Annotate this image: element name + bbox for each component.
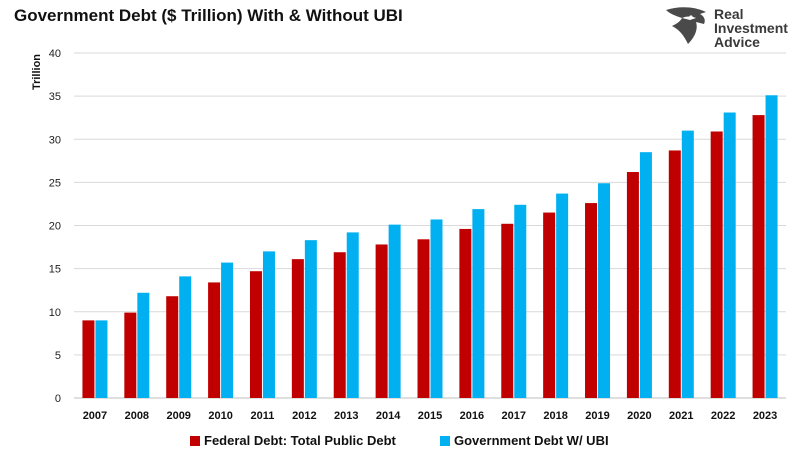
- bar-ubi-debt-2008: [137, 292, 150, 398]
- bar-ubi-debt-2007: [95, 320, 108, 398]
- bar-federal-debt-2014: [375, 244, 388, 398]
- logo-text: Real Investment Advice: [714, 7, 788, 49]
- bar-federal-debt-2016: [459, 228, 472, 398]
- bar-federal-debt-2019: [585, 203, 598, 398]
- bar-federal-debt-2021: [668, 150, 681, 398]
- legend-label: Federal Debt: Total Public Debt: [204, 433, 397, 448]
- bar-ubi-debt-2017: [514, 204, 527, 398]
- bar-federal-debt-2013: [333, 252, 346, 398]
- x-axis-ticks: 2007 2008 2009 2010 2011 2012 2013 2014 2015 2016…: [83, 410, 778, 422]
- x-tick-label: 2011: [251, 410, 275, 422]
- bar-federal-debt-2010: [208, 282, 221, 398]
- y-axis-ticks: 0 5 10 15 20 25 30 35 40: [49, 48, 61, 405]
- logo-line-1: Real: [714, 6, 744, 22]
- x-tick-label: 2020: [627, 410, 651, 422]
- bar-ubi-debt-2013: [346, 232, 359, 398]
- bar-ubi-debt-2015: [430, 219, 443, 398]
- x-tick-label: 2013: [334, 410, 358, 422]
- bar-federal-debt-2020: [626, 172, 639, 398]
- legend: Federal Debt: Total Public Debt Governmen…: [190, 433, 609, 448]
- y-axis-label: Trillion: [31, 54, 43, 90]
- bar-federal-debt-2023: [752, 115, 765, 398]
- y-tick-label: 30: [49, 134, 61, 146]
- bar-federal-debt-2011: [249, 271, 262, 398]
- bar-federal-debt-2009: [166, 296, 179, 398]
- legend-swatch: [190, 436, 200, 446]
- bar-ubi-debt-2022: [723, 112, 736, 398]
- x-tick-label: 2012: [292, 410, 316, 422]
- bar-ubi-debt-2020: [639, 152, 652, 398]
- bar-ubi-debt-2023: [765, 95, 778, 398]
- x-tick-label: 2022: [711, 410, 735, 422]
- bar-federal-debt-2007: [82, 320, 95, 398]
- bar-federal-debt-2012: [291, 259, 304, 398]
- bar-federal-debt-2018: [543, 212, 556, 398]
- bar-ubi-debt-2021: [681, 130, 694, 398]
- y-tick-label: 40: [49, 48, 61, 60]
- y-tick-label: 25: [49, 177, 61, 189]
- bar-ubi-debt-2009: [179, 276, 192, 398]
- legend-swatch: [440, 436, 450, 446]
- logo: Real Investment Advice: [660, 4, 800, 52]
- x-tick-label: 2016: [460, 410, 484, 422]
- x-tick-label: 2023: [753, 410, 777, 422]
- y-tick-label: 10: [49, 307, 61, 319]
- chart-title: Government Debt ($ Trillion) With & With…: [14, 6, 403, 25]
- legend-label: Government Debt W/ UBI: [454, 433, 609, 448]
- y-tick-label: 5: [55, 350, 61, 362]
- y-tick-label: 15: [49, 264, 61, 276]
- x-tick-label: 2014: [376, 410, 401, 422]
- x-tick-label: 2015: [418, 410, 442, 422]
- eagle-head-icon: [666, 7, 706, 44]
- x-tick-label: 2009: [166, 410, 190, 422]
- x-tick-label: 2010: [208, 410, 232, 422]
- bar-ubi-debt-2016: [472, 209, 485, 398]
- bar-federal-debt-2017: [501, 223, 514, 398]
- bars: [82, 95, 778, 399]
- x-tick-label: 2019: [585, 410, 609, 422]
- logo-line-2: Investment: [714, 20, 788, 36]
- bar-ubi-debt-2010: [221, 262, 234, 398]
- x-tick-label: 2021: [669, 410, 693, 422]
- y-tick-label: 35: [49, 91, 61, 103]
- logo-line-3: Advice: [714, 34, 760, 50]
- x-tick-label: 2018: [543, 410, 567, 422]
- x-tick-label: 2008: [125, 410, 149, 422]
- gridlines: [74, 52, 786, 399]
- bar-federal-debt-2015: [417, 239, 430, 398]
- bar-federal-debt-2008: [124, 312, 137, 398]
- bar-federal-debt-2022: [710, 131, 723, 399]
- bar-ubi-debt-2019: [598, 183, 611, 398]
- bar-ubi-debt-2018: [556, 193, 569, 398]
- x-tick-label: 2017: [502, 410, 526, 422]
- bar-ubi-debt-2012: [304, 240, 317, 398]
- y-tick-label: 0: [55, 393, 61, 405]
- bar-ubi-debt-2014: [388, 224, 401, 398]
- x-tick-label: 2007: [83, 410, 107, 422]
- y-tick-label: 20: [49, 221, 61, 233]
- bar-ubi-debt-2011: [262, 251, 275, 398]
